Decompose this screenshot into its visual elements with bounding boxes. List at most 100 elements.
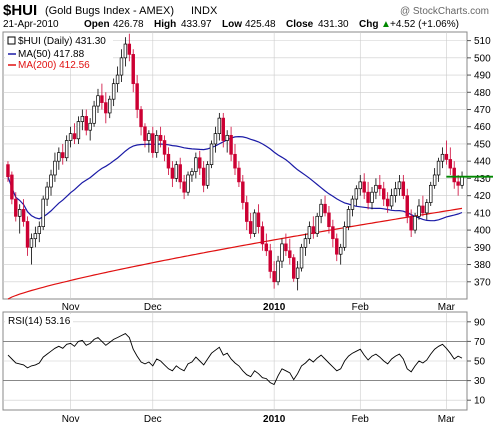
ma200-line xyxy=(7,207,463,300)
candle-body xyxy=(405,195,409,217)
price-candles xyxy=(6,33,464,291)
price-y-axis: 370 380 390 400 410 420 430 440 450 460 470 480 490 5… xyxy=(467,36,491,288)
candle-body xyxy=(10,174,14,200)
price-x-tick-label: Mar xyxy=(438,302,456,313)
candle-body xyxy=(162,140,167,155)
candle-body xyxy=(170,167,175,179)
price-x-tick-label: 2010 xyxy=(263,302,286,313)
rsi-x-axis: NovDec2010FebMarApr xyxy=(62,414,456,425)
price-y-tick-label: 460 xyxy=(474,122,491,133)
candle-body xyxy=(311,226,316,234)
chg-label: Chg xyxy=(359,19,378,30)
candle-body xyxy=(100,95,104,103)
candle-body xyxy=(57,152,61,162)
candle-body xyxy=(397,181,402,190)
candle-body xyxy=(241,181,245,203)
candle-body xyxy=(245,202,249,222)
candle-body xyxy=(233,153,237,169)
candle-body xyxy=(166,153,171,169)
high-value: 433.97 xyxy=(181,19,212,30)
candle-body xyxy=(229,135,233,155)
candle-body xyxy=(409,215,413,231)
candle-body xyxy=(307,226,312,240)
price-y-tick-label: 490 xyxy=(474,71,491,82)
price-y-tick-label: 410 xyxy=(474,208,491,219)
chg-value: +4.52 (+1.06%) xyxy=(390,19,459,30)
candle-body xyxy=(248,221,253,234)
close-label: Close xyxy=(286,19,314,30)
candle-body xyxy=(217,117,222,134)
rsi-x-tick-label: 2010 xyxy=(263,414,286,425)
candle-body xyxy=(354,188,359,200)
candle-body xyxy=(342,226,347,248)
candle-body xyxy=(225,135,229,141)
candle-body xyxy=(303,238,308,248)
candle-body xyxy=(268,250,272,272)
candle-body xyxy=(21,209,26,222)
rsi-series xyxy=(7,333,463,386)
candle-body xyxy=(6,164,10,178)
candle-body xyxy=(76,121,81,140)
candle-body xyxy=(393,188,398,196)
price-grid xyxy=(3,32,467,299)
legend-ma50: MA(50) 417.88 xyxy=(18,49,85,60)
candle-body xyxy=(17,209,22,217)
watermark-logo: @ StockCharts.com xyxy=(400,6,489,17)
price-x-tick-label: Nov xyxy=(62,302,80,313)
candle-body xyxy=(370,191,374,203)
candle-body xyxy=(421,205,425,214)
candle-body xyxy=(417,205,421,217)
price-y-tick-label: 380 xyxy=(474,260,491,271)
price-y-tick-label: 370 xyxy=(474,277,491,288)
candle-body xyxy=(425,202,429,214)
rsi-x-tick-label: Feb xyxy=(352,414,370,425)
price-y-tick-label: 440 xyxy=(474,157,491,168)
candle-body xyxy=(237,167,241,183)
candle-body xyxy=(88,122,92,131)
ma50-series xyxy=(7,135,463,222)
candle-body xyxy=(190,171,194,176)
rsi-y-tick-label: 70 xyxy=(474,337,486,348)
candle-body xyxy=(135,83,139,110)
legend-rsi: RSI(14) 53.16 xyxy=(8,316,71,327)
rsi-x-tick-label: Mar xyxy=(438,414,456,425)
candle-body xyxy=(260,226,265,245)
candle-body xyxy=(154,135,159,153)
candle-body xyxy=(158,135,163,141)
chg-arrow-icon: ▲ xyxy=(381,19,391,30)
low-value: 425.48 xyxy=(245,19,276,30)
price-y-tick-label: 470 xyxy=(474,105,491,116)
candle-body xyxy=(104,102,108,114)
price-y-tick-label: 510 xyxy=(474,36,491,47)
candle-body xyxy=(221,117,225,141)
candle-body xyxy=(366,191,370,203)
candle-body xyxy=(440,153,445,162)
candle-body xyxy=(362,181,366,193)
candle-body xyxy=(319,203,323,217)
candle-body xyxy=(315,215,319,234)
candle-body xyxy=(358,181,362,190)
candle-body xyxy=(37,226,41,234)
candle-body xyxy=(84,116,88,131)
ma200-series xyxy=(7,207,463,300)
price-x-axis: NovDec2010FebMarApr xyxy=(62,302,456,313)
rsi-y-tick-label: 90 xyxy=(474,317,486,328)
candle-body xyxy=(284,243,288,252)
candle-body xyxy=(45,186,49,200)
candle-body xyxy=(456,181,460,186)
candle-body xyxy=(350,198,355,210)
candle-body xyxy=(385,198,390,207)
candle-body xyxy=(194,157,198,172)
candle-body xyxy=(41,198,45,228)
candle-body xyxy=(378,184,382,190)
price-y-tick-label: 390 xyxy=(474,243,491,254)
rsi-x-tick-label: Nov xyxy=(62,414,80,425)
candle-body xyxy=(429,184,433,203)
candle-body xyxy=(201,167,206,186)
candle-body xyxy=(327,212,331,228)
candle-body xyxy=(448,159,453,169)
candle-body xyxy=(80,116,85,122)
candle-body xyxy=(335,238,339,255)
candle-body xyxy=(272,271,276,283)
